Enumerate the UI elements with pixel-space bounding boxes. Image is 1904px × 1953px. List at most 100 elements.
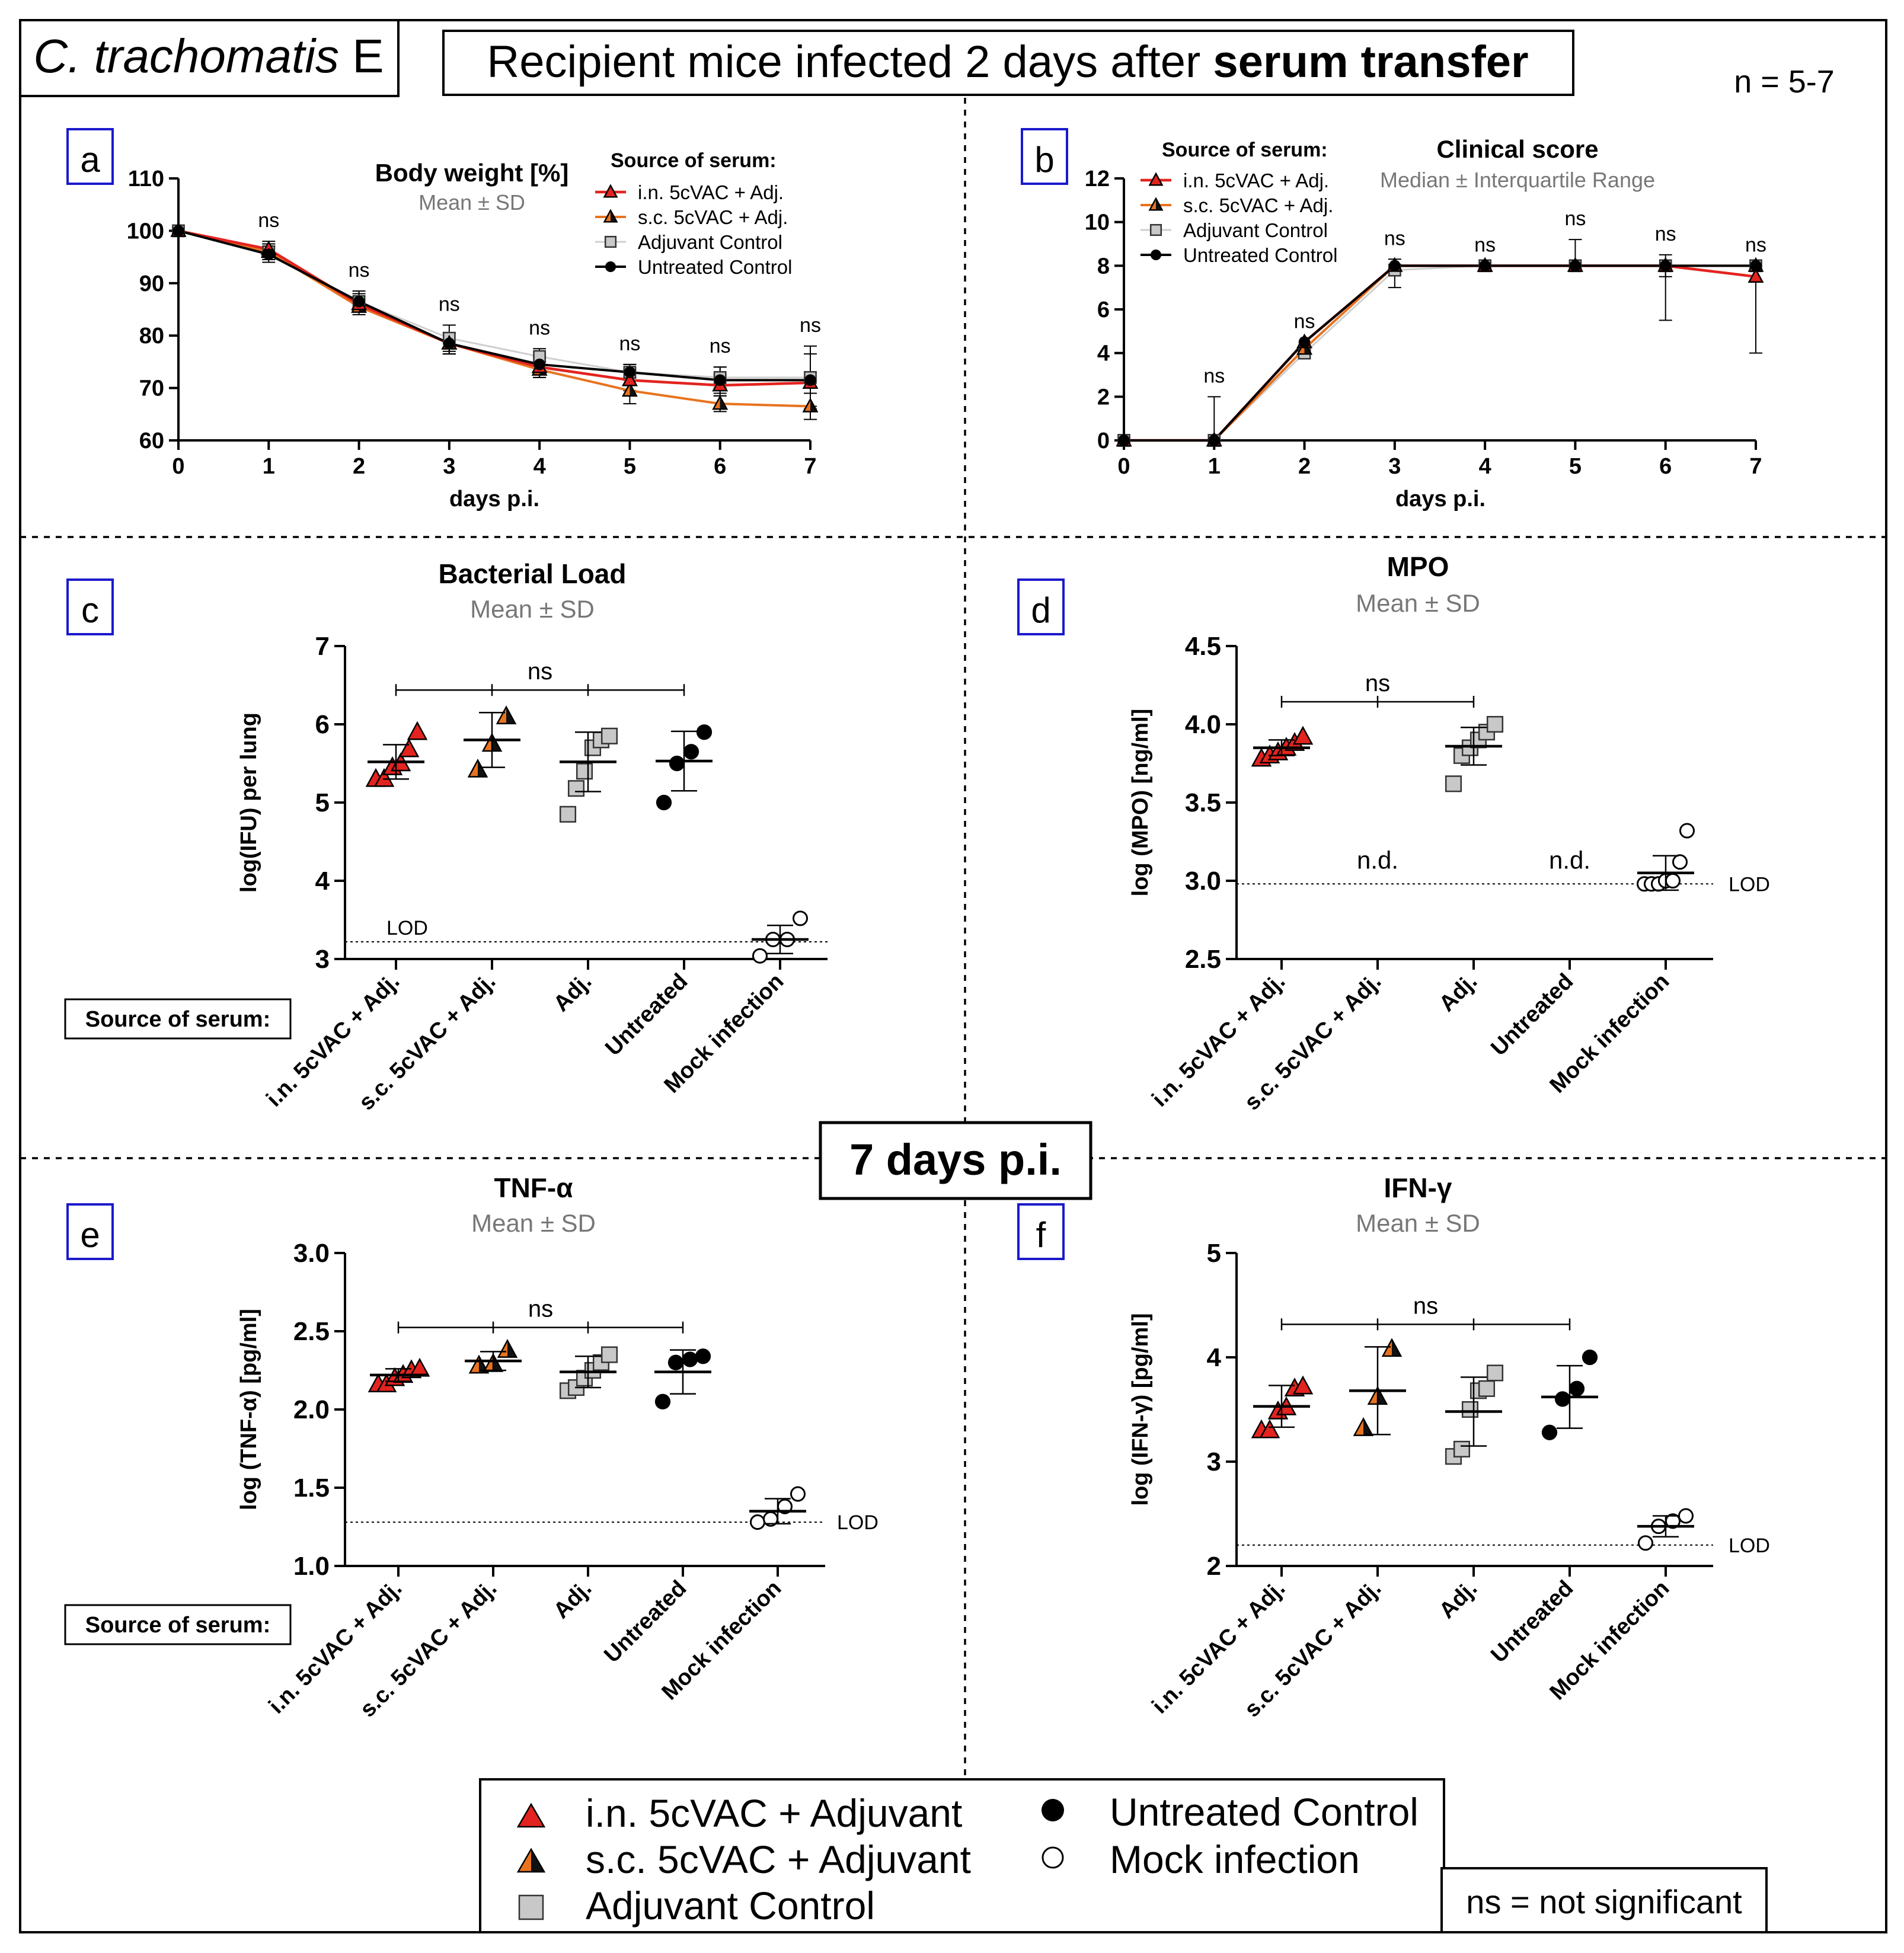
legend-entry: s.c. 5cVAC + Adj. xyxy=(638,206,788,228)
y-tick-label: 2.0 xyxy=(293,1395,330,1424)
y-tick-label: 60 xyxy=(139,429,164,453)
significance-label: ns xyxy=(1384,227,1405,250)
y-tick-label: 2 xyxy=(1097,385,1110,410)
data-point xyxy=(1665,872,1681,889)
comparison-label: ns xyxy=(1365,670,1390,696)
panel-e-title: TNF-α xyxy=(494,1172,573,1203)
data-point xyxy=(804,374,816,386)
x-tick-label: 5 xyxy=(1569,454,1582,479)
y-tick-label: 0 xyxy=(1097,429,1110,453)
x-tick-label: Adj. xyxy=(1435,969,1482,1017)
y-tick-label: 4 xyxy=(1207,1343,1222,1372)
data-point xyxy=(749,1514,766,1530)
series-line xyxy=(1124,264,1756,442)
data-point xyxy=(1637,1535,1654,1551)
data-point xyxy=(714,374,726,386)
data-point xyxy=(559,806,577,823)
data-point xyxy=(1461,1401,1479,1418)
panel-a: a Body weight [%] Mean ± SD Source of se… xyxy=(66,128,821,512)
data-point xyxy=(1678,1508,1694,1524)
y-tick-label: 3.0 xyxy=(293,1239,330,1268)
y-tick-label: 1.5 xyxy=(293,1473,330,1503)
y-tick-label: 3.5 xyxy=(1185,788,1221,817)
panel-c-title: Bacterial Load xyxy=(439,558,627,589)
panel-b-letter-box xyxy=(1021,128,1068,185)
x-tick-label: 3 xyxy=(1388,454,1401,479)
main-legend: i.n. 5cVAC + Adjuvant s.c. 5cVAC + Adjuv… xyxy=(479,1778,1768,1933)
panel-a-letter-box xyxy=(66,128,114,185)
y-tick-label: 3 xyxy=(315,945,330,974)
y-tick-label: 4.5 xyxy=(1185,632,1221,661)
data-point xyxy=(1298,336,1311,349)
x-tick-label: 2 xyxy=(353,454,365,479)
data-point xyxy=(600,1346,618,1363)
comparison-label: ns xyxy=(528,659,552,685)
legend-swatch-marker xyxy=(605,261,616,273)
panel-b-legend-title: Source of serum: xyxy=(1162,139,1328,161)
legend-label-untreated: Untreated Control xyxy=(1110,1790,1419,1834)
y-tick-label: 6 xyxy=(1097,298,1110,322)
data-point xyxy=(1568,1380,1585,1396)
data-point xyxy=(683,744,699,760)
data-point xyxy=(621,371,638,386)
legend-marker-untreated xyxy=(1042,1799,1064,1821)
data-point xyxy=(1554,1391,1571,1407)
panel-f-title: IFN-γ xyxy=(1384,1172,1452,1203)
legend-entry: Adjuvant Control xyxy=(1183,219,1328,241)
legend-entry: Untreated Control xyxy=(638,256,792,278)
legend-swatch-marker xyxy=(1149,223,1162,236)
data-point xyxy=(712,395,729,410)
x-tick-label: Untreated xyxy=(1486,1576,1578,1668)
x-tick-label: 6 xyxy=(714,454,726,479)
data-point xyxy=(1478,1380,1496,1397)
panel-e: e TNF-α Mean ± SD 1.0 1.5 2.0 2.5 3.0 log (TN… xyxy=(64,1172,878,1722)
significance-label: ns xyxy=(439,293,460,316)
data-point xyxy=(567,780,585,797)
y-axis-label: log (TNF-α) [pg/ml] xyxy=(237,1309,261,1510)
lod-label: LOD xyxy=(837,1511,878,1534)
panel-b-subtitle: Median ± Interquartile Range xyxy=(1380,168,1655,192)
data-point xyxy=(468,1354,490,1374)
not-determined-label: n.d. xyxy=(1357,846,1398,874)
data-point xyxy=(790,1486,806,1502)
panel-e-letter: e xyxy=(80,1215,100,1255)
legend-marker-mock xyxy=(1042,1846,1064,1869)
data-point xyxy=(1445,775,1462,792)
data-point xyxy=(667,1354,684,1370)
data-point xyxy=(1672,854,1688,870)
panel-a-plot: 60 70 80 90 100 110 0 1 2 3 4 5 6 7 ns ns ns ns ns ns ns xyxy=(127,167,821,479)
x-tick-label: Untreated xyxy=(1486,969,1578,1061)
data-point xyxy=(398,738,420,757)
data-point xyxy=(669,755,685,772)
legend-swatch-marker xyxy=(1150,249,1162,261)
y-tick-label: 3 xyxy=(1207,1447,1221,1476)
data-point xyxy=(792,910,809,926)
y-tick-label: 8 xyxy=(1097,254,1110,279)
panel-a-legend-title: Source of serum: xyxy=(611,149,777,172)
legend-entry: Untreated Control xyxy=(1183,244,1337,266)
y-tick-label: 10 xyxy=(1085,210,1110,235)
data-point xyxy=(1259,1419,1280,1439)
panel-d-letter: d xyxy=(1031,590,1050,630)
legend-entry: Adjuvant Control xyxy=(638,231,782,253)
comparison-label: ns xyxy=(528,1296,553,1322)
source-label-c: Source of serum: xyxy=(85,1007,271,1032)
organism-serovar: E xyxy=(339,30,384,82)
data-point xyxy=(443,337,455,350)
significance-label: ns xyxy=(1564,207,1586,230)
ns-note: ns = not significant xyxy=(1466,1883,1742,1920)
center-label: 7 days p.i. xyxy=(849,1135,1062,1184)
y-tick-label: 6 xyxy=(315,710,330,739)
legend-entry: i.n. 5cVAC + Adj. xyxy=(638,181,784,203)
y-tick-label: 4 xyxy=(315,867,330,896)
panel-a-letter: a xyxy=(80,140,100,180)
y-tick-label: 4 xyxy=(1097,341,1110,366)
data-point xyxy=(1569,260,1582,272)
x-tick-label: Adj. xyxy=(549,1576,596,1623)
data-point xyxy=(802,397,819,413)
source-box-e xyxy=(64,1604,292,1645)
x-tick-label: Untreated xyxy=(599,1576,691,1668)
y-tick-label: 3.0 xyxy=(1185,867,1221,896)
